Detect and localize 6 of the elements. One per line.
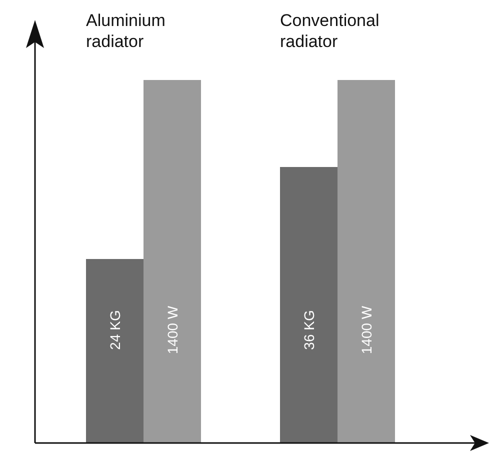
- data-label: 1400 W: [164, 305, 180, 354]
- x-tick-label: Conventional radiator: [280, 11, 380, 51]
- data-label: 24 KG: [106, 310, 123, 350]
- data-label: 36 KG: [300, 310, 317, 350]
- data-label: 1400 W: [358, 305, 374, 354]
- x-tick-label: Aluminium radiator: [86, 11, 166, 51]
